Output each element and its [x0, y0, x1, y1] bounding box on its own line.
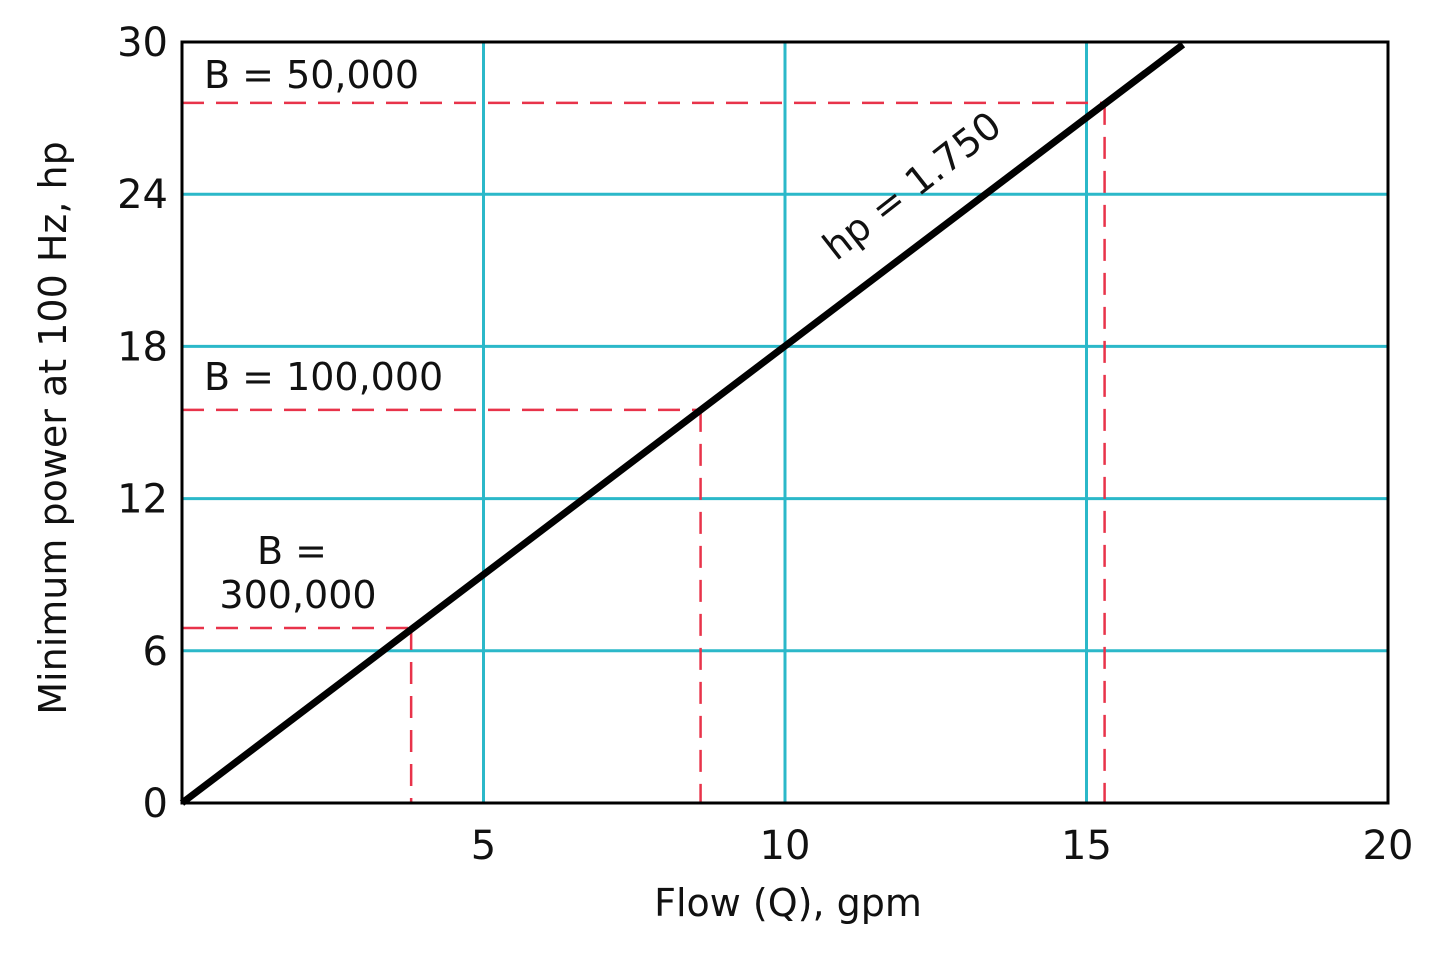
series-line	[179, 41, 1186, 806]
annotation-b-300000-line2: 300,000	[219, 573, 376, 617]
series-lines	[179, 41, 1186, 806]
x-tick-labels: 5 10 15 20	[471, 823, 1414, 869]
y-tick-label: 18	[117, 324, 168, 370]
y-axis-title: Minimum power at 100 Hz, hp	[31, 141, 75, 714]
y-tick-label: 30	[117, 20, 168, 66]
grid-lines	[182, 42, 1388, 803]
plot-frame	[180, 40, 1390, 805]
annotation-b-50000: B = 50,000	[204, 53, 419, 97]
y-tick-label: 24	[117, 172, 168, 218]
x-tick-label: 10	[760, 823, 811, 869]
annotation-b-300000: B = 300,000	[219, 529, 376, 617]
reference-lines	[182, 101, 1106, 803]
y-tick-label: 6	[143, 629, 168, 675]
annotation-b-100000: B = 100,000	[204, 355, 443, 399]
x-axis-title: Flow (Q), gpm	[654, 881, 922, 925]
x-tick-label: 20	[1363, 823, 1414, 869]
y-tick-label: 12	[117, 477, 168, 523]
y-tick-label: 0	[143, 781, 168, 827]
x-tick-label: 15	[1061, 823, 1112, 869]
annotation-b-300000-line1: B =	[257, 529, 327, 573]
y-tick-labels: 0 6 12 18 24 30	[117, 20, 168, 827]
x-tick-label: 5	[471, 823, 496, 869]
series-label: hp = 1.750	[815, 103, 1010, 269]
